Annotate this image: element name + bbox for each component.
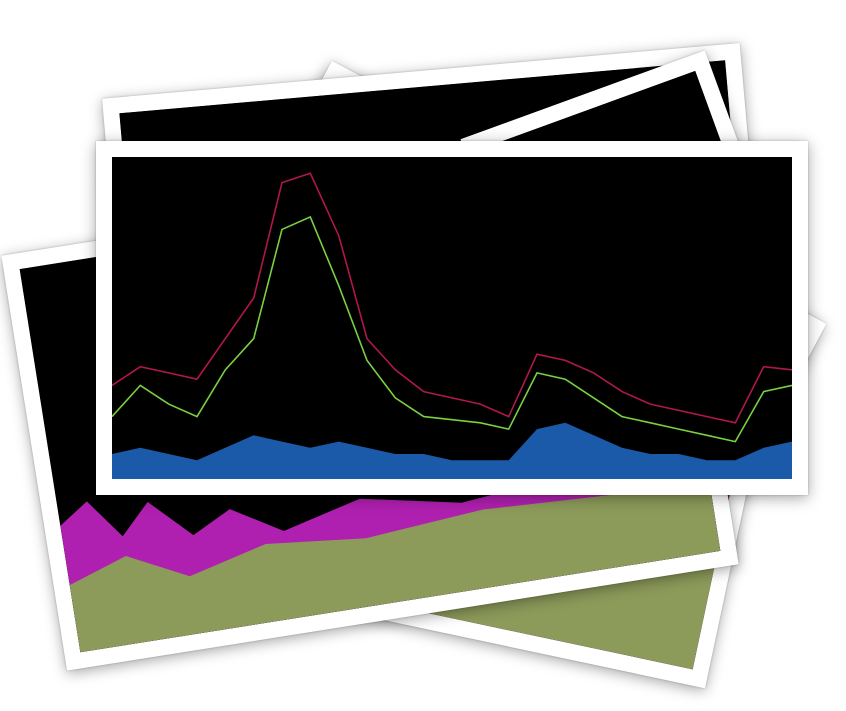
spectrum-line-series-1 bbox=[112, 215, 792, 443]
spectrum-chart-svg bbox=[112, 157, 792, 479]
spectrum-chart bbox=[112, 157, 792, 479]
spectrum-line-series-0 bbox=[112, 172, 792, 424]
photo-spectrum-main bbox=[96, 141, 808, 495]
spectrum-area-series-2 bbox=[112, 422, 792, 479]
